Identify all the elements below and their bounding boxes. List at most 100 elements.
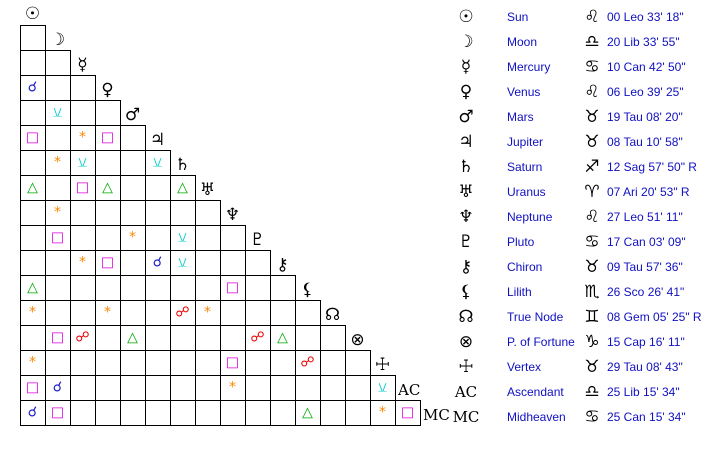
planet-name: Neptune [507, 210, 553, 224]
sign-glyph: ♋ [584, 57, 599, 77]
aspect-symbol: △ [277, 330, 288, 346]
grid-cell [170, 325, 196, 351]
position: 07 Ari 20' 53" R [607, 185, 690, 199]
sign-glyph: ♈ [584, 182, 599, 202]
position: 29 Tau 08' 43" [607, 360, 683, 374]
grid-cell [45, 250, 71, 276]
grid-cell [220, 400, 246, 426]
position: 25 Lib 15' 34" [607, 385, 680, 399]
grid-cell [95, 225, 121, 251]
grid-cell [195, 350, 221, 376]
aspect-symbol: □ [51, 330, 64, 346]
grid-cell [320, 325, 346, 351]
grid-cell [120, 275, 146, 301]
grid-glyph: ⊗ [350, 330, 364, 350]
position: 09 Tau 57' 36" [607, 260, 683, 274]
grid-cell [120, 375, 146, 401]
planet-name: Pluto [507, 235, 535, 249]
grid-glyph: ♀ [101, 80, 113, 100]
grid-cell [145, 350, 171, 376]
grid-cell [270, 375, 296, 401]
sign-glyph: ♉ [584, 132, 599, 152]
grid-cell [145, 200, 171, 226]
grid-cell [345, 375, 371, 401]
aspect-symbol: □ [26, 130, 39, 146]
aspect-symbol: □ [101, 130, 114, 146]
position: 27 Leo 51' 11" [607, 210, 683, 224]
grid-cell [120, 175, 146, 201]
list-glyph: ♂ [458, 107, 473, 127]
grid-cell [95, 350, 121, 376]
planet-name: Chiron [507, 260, 542, 274]
list-glyph: MC [453, 408, 480, 426]
grid-cell [70, 300, 96, 326]
grid-cell [270, 400, 296, 426]
grid-cell [295, 325, 321, 351]
grid-cell [120, 400, 146, 426]
position: 20 Lib 33' 55" [607, 35, 680, 49]
grid-glyph: ♆ [225, 205, 240, 225]
aspect-symbol: △ [27, 280, 38, 296]
grid-cell [395, 400, 421, 426]
grid-cell [195, 400, 221, 426]
aspect-symbol: ⚺ [153, 155, 162, 171]
position: 26 Sco 26' 41" [607, 285, 684, 299]
aspect-symbol: ☍ [175, 305, 189, 321]
grid-cell [195, 225, 221, 251]
sign-glyph: ♉ [584, 107, 599, 127]
grid-cell [145, 275, 171, 301]
list-glyph: ☽ [458, 32, 473, 52]
aspect-symbol: * [104, 305, 111, 321]
planet-name: Mercury [507, 60, 550, 74]
aspect-symbol: * [229, 380, 236, 396]
grid-glyph: ⚸ [301, 280, 313, 300]
list-glyph: ⊗ [459, 332, 473, 352]
grid-cell [170, 200, 196, 226]
aspect-symbol: ☌ [153, 255, 162, 271]
list-glyph: ♆ [458, 207, 473, 227]
grid-cell [145, 400, 171, 426]
grid-cell [70, 350, 96, 376]
aspect-symbol: * [79, 255, 86, 271]
planet-name: Midheaven [507, 410, 566, 424]
grid-cell [195, 200, 221, 226]
list-glyph: ♅ [458, 182, 473, 202]
planet-name: Saturn [507, 160, 542, 174]
aspect-symbol: ☍ [250, 330, 264, 346]
grid-cell [70, 400, 96, 426]
grid-cell [320, 375, 346, 401]
aspect-symbol: ⚺ [178, 230, 187, 246]
grid-cell [95, 150, 121, 176]
grid-cell [45, 175, 71, 201]
aspect-symbol: * [54, 205, 61, 221]
aspect-symbol: * [29, 305, 36, 321]
aspect-symbol: △ [302, 405, 313, 421]
position: 19 Tau 08' 20" [607, 110, 683, 124]
grid-cell [195, 275, 221, 301]
grid-cell [245, 400, 271, 426]
grid-cell [345, 400, 371, 426]
grid-glyph: ☩ [375, 355, 390, 375]
sign-glyph: ♌ [584, 207, 599, 227]
planet-name: Uranus [507, 185, 546, 199]
position: 15 Cap 16' 11" [607, 335, 685, 349]
grid-glyph: MC [423, 406, 450, 424]
grid-glyph: ♅ [200, 180, 215, 200]
aspect-symbol: △ [27, 180, 38, 196]
grid-cell [120, 200, 146, 226]
position: 17 Can 03' 09" [607, 235, 686, 249]
grid-cell [45, 275, 71, 301]
grid-cell [320, 350, 346, 376]
grid-cell [145, 175, 171, 201]
grid-cell [20, 50, 46, 76]
planet-name: Venus [507, 85, 540, 99]
aspect-symbol: □ [226, 280, 239, 296]
grid-cell [95, 325, 121, 351]
aspect-symbol: □ [26, 380, 39, 396]
grid-cell [95, 200, 121, 226]
sign-glyph: ♎ [584, 382, 599, 402]
planet-name: P. of Fortune [507, 335, 575, 349]
aspect-symbol: ⚺ [178, 255, 187, 271]
grid-cell [220, 250, 246, 276]
